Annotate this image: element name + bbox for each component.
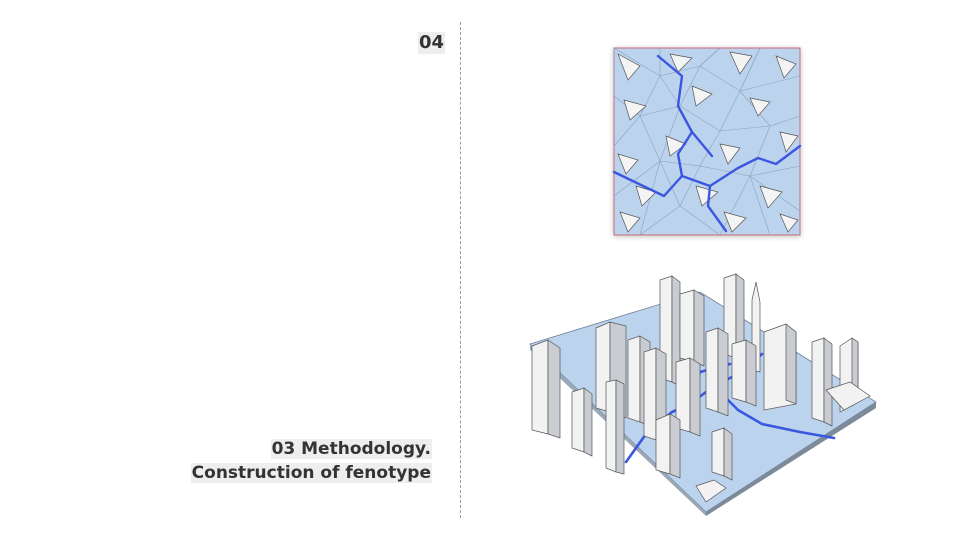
- plan-view-diagram: [612, 47, 802, 236]
- section-title-line-1: 03 Methodology.: [270, 439, 432, 459]
- section-title: 03 Methodology. Construction of fenotype: [190, 437, 432, 485]
- vertical-divider: [460, 22, 461, 518]
- page-number: 04: [418, 32, 446, 54]
- section-title-line-2: Construction of fenotype: [190, 463, 432, 483]
- isometric-massing-diagram: [529, 273, 877, 516]
